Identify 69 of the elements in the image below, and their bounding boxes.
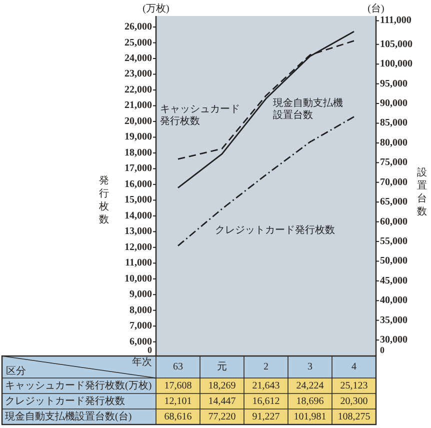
value-label: 25,123 <box>340 380 368 392</box>
annotation: キャッシュカード発行枚数(万枚) <box>5 380 152 392</box>
y2-tick-label: 100,000 <box>380 58 412 70</box>
y-tick-label: 7,000 <box>130 320 152 332</box>
y2-tick-label: 70,000 <box>380 176 408 188</box>
y-tick-label: 18,000 <box>124 147 152 158</box>
y2-tick-label: 40,000 <box>380 295 408 306</box>
y-tick-label: 8,000 <box>130 304 152 316</box>
y2-tick-label: 111,000 <box>380 15 412 26</box>
y2-tick-label: 80,000 <box>380 137 408 148</box>
value-label: 108,275 <box>338 411 370 422</box>
ylabel: 発行枚数 <box>99 175 109 225</box>
y-tick-label: 16,000 <box>124 178 152 190</box>
y-tick-label: 24,000 <box>124 53 152 64</box>
annotation: 年次 <box>132 357 152 368</box>
annotation: (台) <box>368 4 384 14</box>
value-label: 17,608 <box>164 380 192 392</box>
x-tick-label: 4 <box>352 362 356 372</box>
y-tick-label: 12,000 <box>124 242 152 253</box>
y2-tick-label: 60,000 <box>380 216 408 228</box>
annotation: 区分 <box>6 366 26 377</box>
annotation: 現金自動支払機設置台数(台) <box>5 411 132 422</box>
value-label: 14,447 <box>208 396 236 407</box>
y-tick-label: 21,000 <box>124 100 152 112</box>
y-tick-label: 11,000 <box>125 258 152 269</box>
value-label: 18,269 <box>208 380 236 392</box>
y2-tick-label: 85,000 <box>380 118 408 129</box>
y-tick-label: 22,000 <box>124 84 152 96</box>
value-label: 24,224 <box>296 380 324 392</box>
x-tick-label: 元 <box>217 362 227 372</box>
value-label: 77,220 <box>208 411 236 422</box>
y-tick-label: 14,000 <box>124 210 152 222</box>
y-tick-label: 6,000 <box>130 336 152 348</box>
y-tick-label: 19,000 <box>124 132 152 143</box>
y-tick-label: 13,000 <box>124 226 152 238</box>
x-tick-label: 3 <box>308 362 312 372</box>
y-tick-label: 23,000 <box>124 68 152 80</box>
y2-tick-label: 50,000 <box>380 256 408 267</box>
value-label: 68,616 <box>164 411 192 422</box>
y2-tick-label: 45,000 <box>380 275 408 286</box>
value-label: 18,696 <box>296 396 324 407</box>
value-label: 20,300 <box>340 396 368 407</box>
value-label: 101,981 <box>294 411 326 422</box>
y2-tick-label: 35,000 <box>380 314 408 326</box>
y-tick-label: 9,000 <box>130 289 152 300</box>
y-tick-label: 26,000 <box>124 22 152 33</box>
y-tick-label: 20,000 <box>124 116 152 127</box>
y2-tick-label: 95,000 <box>380 78 408 90</box>
annotation: 0 <box>148 345 152 355</box>
value-label: 21,643 <box>252 380 280 392</box>
annotation: 0 <box>380 345 384 355</box>
x-tick-label: 63 <box>173 362 183 372</box>
y2-tick-label: 65,000 <box>380 196 408 208</box>
y-tick-label: 17,000 <box>124 163 152 174</box>
x-tick-label: 2 <box>264 362 268 372</box>
y2-tick-label: 105,000 <box>380 38 412 50</box>
y-tick-label: 10,000 <box>124 273 152 284</box>
annotation: (万枚) <box>142 4 170 14</box>
y-tick-label: 25,000 <box>124 37 152 48</box>
y2label: 設置台数 <box>417 167 427 217</box>
y2-tick-label: 30,000 <box>380 334 408 346</box>
value-label: 12,101 <box>164 396 192 407</box>
value-label: 91,227 <box>252 411 280 422</box>
value-label: 16,612 <box>252 396 280 407</box>
annotation: クレジットカード発行枚数 <box>5 396 125 407</box>
y2-tick-label: 55,000 <box>380 236 408 247</box>
y2-tick-label: 90,000 <box>380 98 408 110</box>
y-tick-label: 15,000 <box>124 194 152 206</box>
y2-tick-label: 75,000 <box>380 157 408 168</box>
